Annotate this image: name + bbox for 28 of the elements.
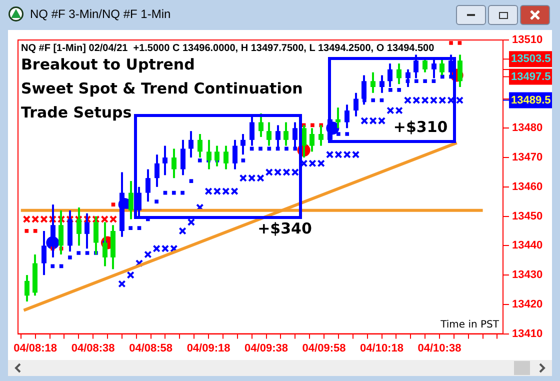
ref-line-label: 13489.5 [511, 94, 551, 106]
annotation: +$340 [258, 220, 312, 238]
y-tick-label: 13480 [512, 122, 543, 134]
y-tick-label: 13420 [512, 298, 543, 310]
x-tick-label: 04/08:58 [129, 342, 173, 354]
annotation: +$310 [393, 118, 448, 136]
chart-subtitle: NQ #F [1-Min] 02/04/21 +1.5000 C 13496.0000, H 13497.7500, L 13494.2500, O 13494.500 [21, 42, 435, 54]
y-tick-label: 13470 [512, 152, 543, 164]
ref-line-label: 13503.5 [511, 53, 551, 66]
annotation: Breakout to Uptrend [21, 55, 195, 74]
annotation: Trade Setups [21, 103, 132, 122]
y-tick-label: 13460 [512, 180, 543, 193]
annotation: Time in PST [440, 319, 500, 330]
ref-line-label: 13497.5 [511, 70, 551, 83]
y-tick-label: 13440 [512, 240, 543, 252]
x-tick-label: 04/09:38 [244, 342, 288, 354]
x-tick-label: 04/09:58 [302, 342, 346, 354]
y-tick-label: 13510 [512, 34, 543, 46]
y-tick-label: 13410 [512, 328, 543, 340]
y-tick-label: 13450 [512, 210, 543, 222]
x-tick-label: 04/09:18 [186, 342, 230, 354]
y-tick-label: 13430 [512, 269, 543, 282]
annotation: Sweet Spot & Trend Continuation [21, 79, 303, 98]
x-tick-label: 04/10:38 [418, 342, 462, 354]
x-tick-label: 04/08:18 [14, 342, 58, 354]
x-tick-label: 04/10:18 [360, 342, 404, 354]
chart-title: NQ #F 3-Min/NQ #F 1-Min [30, 7, 171, 21]
x-tick-label: 04/08:38 [71, 342, 115, 354]
